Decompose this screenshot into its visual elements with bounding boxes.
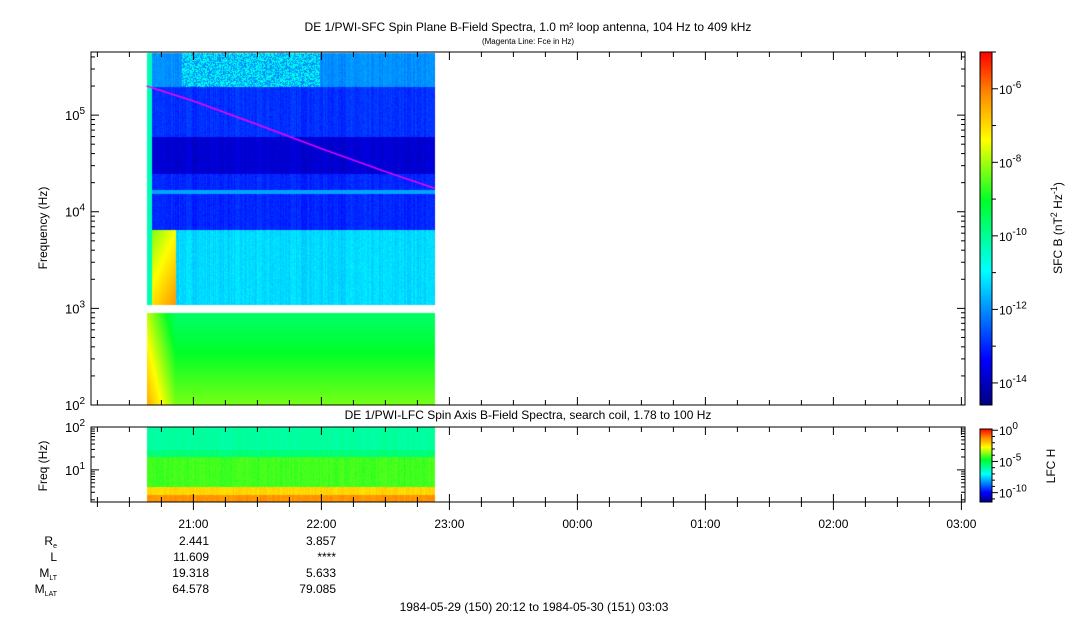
y-tick-label: 105 xyxy=(65,106,85,123)
ephemeris-value: **** xyxy=(317,550,336,564)
sfc-subtitle: (Magenta Line: Fce in Hz) xyxy=(482,37,574,46)
ephemeris-value: 11.609 xyxy=(173,550,209,564)
ephemeris-value: 19.318 xyxy=(172,566,209,580)
x-tick-label: 23:00 xyxy=(434,517,464,531)
colorbar-tick-label: 100 xyxy=(999,421,1018,438)
colorbar-tick-label: 10-10 xyxy=(999,227,1027,244)
ephemeris-label: Re xyxy=(44,534,57,550)
y-tick-label: 101 xyxy=(65,461,85,478)
ephemeris-label: MLAT xyxy=(35,582,58,598)
ephemeris-label: MLT xyxy=(39,566,57,582)
colorbar-frame xyxy=(979,428,993,503)
ephemeris-value: 2.441 xyxy=(179,534,209,548)
lfc-colorbar xyxy=(980,429,992,502)
x-tick-label: 21:00 xyxy=(178,517,208,531)
plot-frame xyxy=(90,51,966,406)
x-tick-label: 00:00 xyxy=(562,517,592,531)
ephemeris-value: 5.633 xyxy=(306,566,336,580)
colorbar-tick-label: 10-8 xyxy=(999,153,1022,170)
colorbar-tick-label: 10-10 xyxy=(999,484,1027,501)
lfc-colorbar-label: LFC H xyxy=(1044,449,1058,484)
ephemeris-value: 3.857 xyxy=(306,534,336,548)
plot-frame xyxy=(90,426,966,503)
x-tick-label: 03:00 xyxy=(946,517,976,531)
y-tick-label: 104 xyxy=(65,203,85,220)
sfc-colorbar xyxy=(980,52,992,405)
sfc-ylabel: Frequency (Hz) xyxy=(36,187,50,270)
ephemeris-value: 64.578 xyxy=(172,582,209,596)
colorbar-tick-label: 10-14 xyxy=(999,374,1027,391)
x-tick-label: 22:00 xyxy=(306,517,336,531)
y-tick-label: 102 xyxy=(65,418,85,435)
colorbar-tick-label: 10-6 xyxy=(999,80,1022,97)
sfc-title: DE 1/PWI-SFC Spin Plane B-Field Spectra,… xyxy=(305,20,752,34)
x-tick-label: 02:00 xyxy=(818,517,848,531)
lfc-spectrogram xyxy=(91,427,965,502)
colorbar-tick-label: 10-5 xyxy=(999,452,1022,469)
y-tick-label: 103 xyxy=(65,299,85,316)
ephemeris-value: 79.085 xyxy=(299,582,336,596)
lfc-title: DE 1/PWI-LFC Spin Axis B-Field Spectra, … xyxy=(345,408,712,422)
sfc-spectrogram xyxy=(91,52,965,405)
y-tick-label: 102 xyxy=(65,396,85,413)
ephemeris-label: L xyxy=(50,550,57,564)
sfc-colorbar-label: SFC B (nT2 Hz-1) xyxy=(1049,182,1065,274)
x-tick-label: 01:00 xyxy=(690,517,720,531)
colorbar-tick-label: 10-12 xyxy=(999,300,1027,317)
time-range-label: 1984-05-29 (150) 20:12 to 1984-05-30 (15… xyxy=(400,600,669,614)
lfc-ylabel: Freq (Hz) xyxy=(36,441,50,492)
colorbar-frame xyxy=(979,51,993,406)
